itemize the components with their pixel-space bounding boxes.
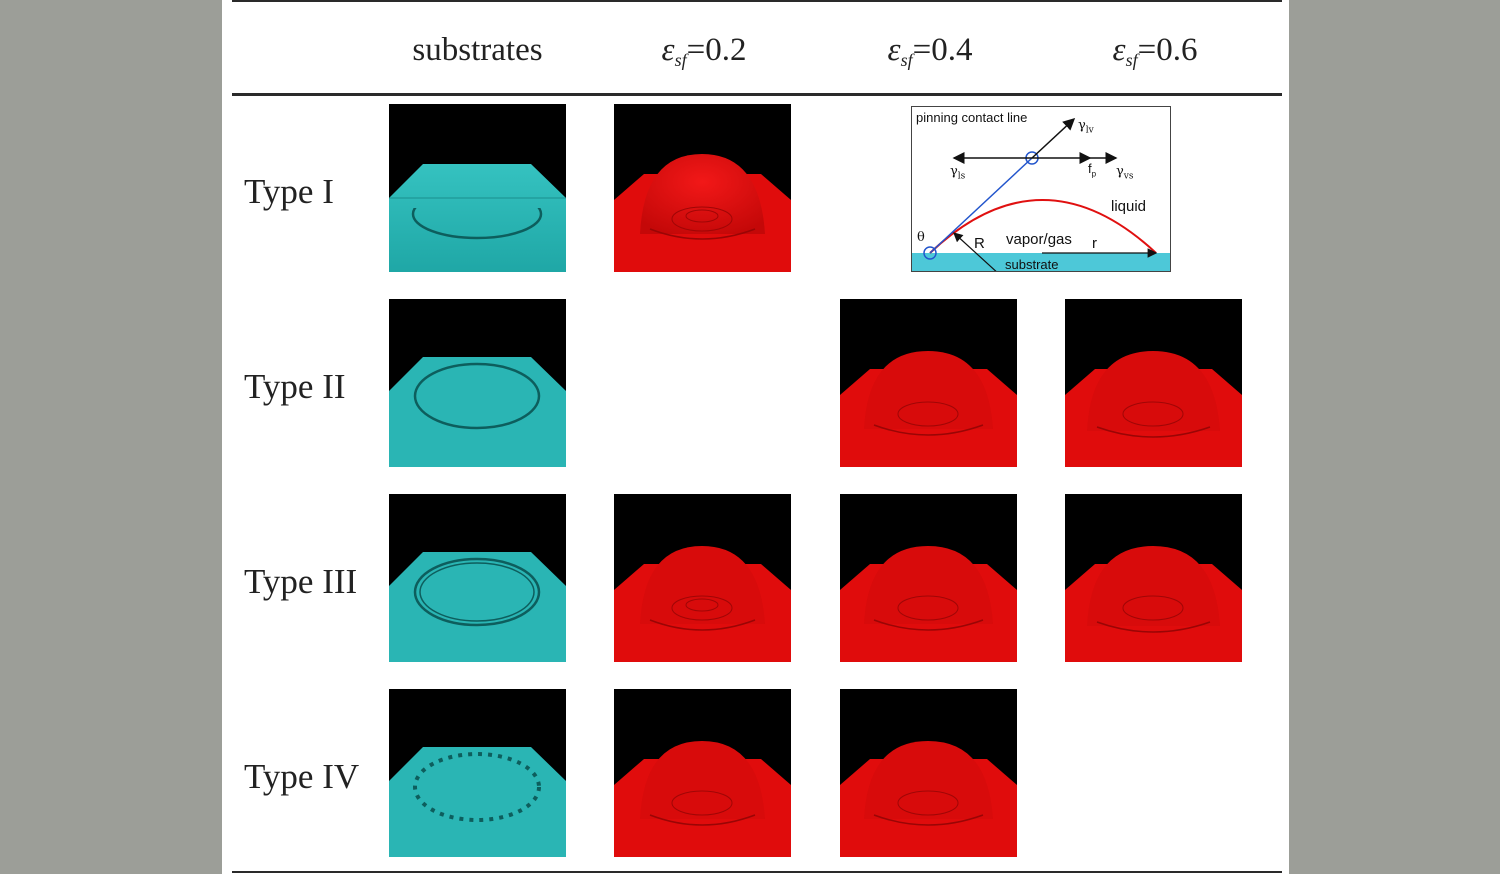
row-label-type-2: Type II	[244, 367, 346, 406]
inset-vapor-label: vapor/gas	[1006, 231, 1072, 248]
droplet-panel-type-2-eps-0-6	[1065, 299, 1242, 467]
inset-theta-label: θ	[917, 230, 925, 245]
inset-liquid-arc	[929, 199, 1157, 254]
droplet-panel-type-3-eps-0-2	[614, 494, 791, 662]
col-header-substrates-text: substrates	[412, 32, 543, 68]
inset-fp-label: fp	[1088, 161, 1097, 179]
eps-symbol: ε	[1112, 32, 1126, 68]
inset-gamma-lv: γlv	[1078, 118, 1094, 136]
substrate-panel-type-3	[389, 494, 566, 662]
col-header-eps-0-2: εsf=0.2	[614, 26, 794, 74]
bottom-rule	[232, 871, 1282, 873]
eps-symbol: ε	[887, 32, 901, 68]
inset-pinning-label: pinning contact line	[916, 110, 1028, 125]
figure-page: substrates εsf=0.2 εsf=0.4 εsf=0.6 Type …	[222, 0, 1289, 874]
eps-subscript: sf	[1125, 50, 1138, 70]
droplet-panel-type-2-eps-0-4	[840, 299, 1017, 467]
col-header-eps-0-4: εsf=0.4	[840, 26, 1020, 74]
inset-contact-line	[929, 157, 1033, 254]
top-rule	[232, 0, 1282, 2]
droplet-panel-type-4-eps-0-2	[614, 689, 791, 857]
droplet-panel-type-3-eps-0-6	[1065, 494, 1242, 662]
inset-substrate-label: substrate	[1005, 257, 1059, 272]
eps-subscript: sf	[900, 50, 913, 70]
eps-symbol: ε	[661, 32, 675, 68]
droplet-panel-type-3-eps-0-4	[840, 494, 1017, 662]
row-label-type-4: Type IV	[244, 757, 360, 796]
substrate-panel-type-1	[389, 104, 566, 272]
substrate-panel-type-4	[389, 689, 566, 857]
col-header-eps-0-6: εsf=0.6	[1065, 26, 1245, 74]
droplet-panel-type-1-eps-0-2	[614, 104, 791, 272]
contact-line-schematic: pinning contact line γlv γls γvs fp liqu…	[911, 106, 1171, 272]
inset-liquid-label: liquid	[1111, 198, 1147, 215]
inset-gamma-ls: γls	[950, 164, 966, 182]
substrate-panel-type-2	[389, 299, 566, 467]
inset-substrate-bar	[912, 253, 1170, 271]
droplet-panel-type-4-eps-0-4	[840, 689, 1017, 857]
inset-gamma-vs: γvs	[1116, 164, 1134, 182]
header-rule	[232, 93, 1282, 96]
eps-value: =0.4	[912, 32, 973, 68]
eps-value: =0.2	[686, 32, 747, 68]
row-label-type-3: Type III	[244, 562, 358, 601]
row-label-type-1: Type I	[244, 172, 334, 211]
eps-value: =0.6	[1137, 32, 1198, 68]
col-header-substrates: substrates	[389, 26, 566, 74]
inset-R-label: R	[974, 235, 985, 252]
inset-r-label: r	[1092, 235, 1097, 252]
eps-subscript: sf	[674, 50, 687, 70]
